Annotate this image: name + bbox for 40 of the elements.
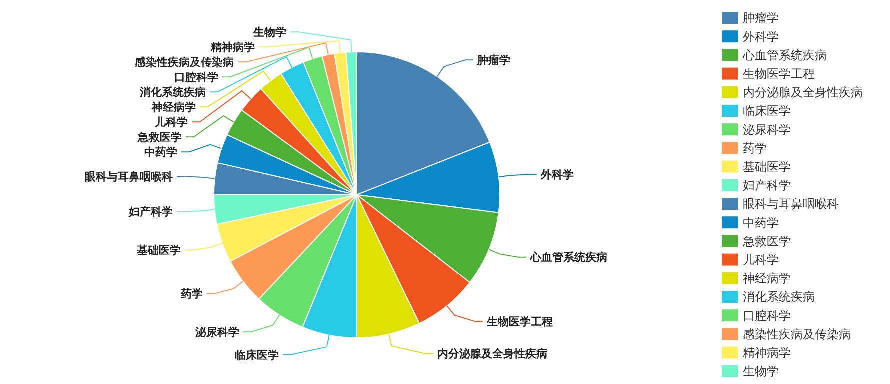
slice-label: 心血管系统疾病 — [529, 251, 608, 264]
slice-label: 外科学 — [540, 168, 574, 182]
legend-label: 眼科与耳鼻咽喉科 — [743, 197, 839, 212]
legend-label: 感染性疾病及传染病 — [743, 327, 851, 342]
legend-label: 神经病学 — [743, 272, 791, 286]
slice-label: 临床医学 — [235, 348, 280, 362]
slice-label: 药学 — [180, 288, 203, 301]
legend-label: 妇产科学 — [743, 178, 791, 193]
slice-label: 眼科与耳鼻咽喉科 — [84, 170, 173, 184]
slice-label: 基础医学 — [136, 244, 182, 258]
slice-label: 生物医学工程 — [486, 315, 553, 328]
legend-label: 生物医学工程 — [743, 67, 815, 81]
legend-label: 临床医学 — [743, 104, 791, 118]
legend-label: 儿科学 — [743, 253, 779, 267]
legend-label: 药学 — [743, 141, 767, 156]
legend-label: 心血管系统疾病 — [742, 48, 827, 62]
legend-label: 精神病学 — [743, 346, 791, 360]
legend-label: 消化系统疾病 — [743, 290, 815, 304]
legend-label: 内分泌腺及全身性疾病 — [743, 86, 863, 100]
slice-label: 精神病学 — [210, 40, 256, 54]
legend-label: 急救医学 — [742, 234, 791, 248]
slice-label: 急救医学 — [136, 130, 182, 144]
legend-label: 口腔科学 — [743, 308, 791, 323]
slice-label: 中药学 — [144, 146, 178, 159]
slice-label: 妇产科学 — [128, 206, 173, 219]
slice-label: 神经病学 — [150, 100, 196, 114]
legend-label: 基础医学 — [743, 160, 791, 174]
legend-label: 生物学 — [743, 364, 779, 379]
slice-label: 泌尿科学 — [194, 326, 240, 339]
slice-label: 生物学 — [252, 26, 287, 39]
legend-label: 中药学 — [743, 216, 779, 230]
slice-label: 消化系统疾病 — [138, 86, 206, 99]
slice-label: 儿科学 — [154, 116, 188, 129]
slice-label: 内分泌腺及全身性疾病 — [438, 348, 548, 361]
slice-label: 肿瘤学 — [476, 54, 510, 68]
legend-label: 泌尿科学 — [743, 122, 791, 137]
legend-label: 外科学 — [743, 30, 779, 44]
slice-label: 口腔科学 — [174, 70, 218, 84]
legend-label: 肿瘤学 — [743, 11, 779, 26]
slice-label: 感染性疾病及传染病 — [134, 56, 234, 69]
